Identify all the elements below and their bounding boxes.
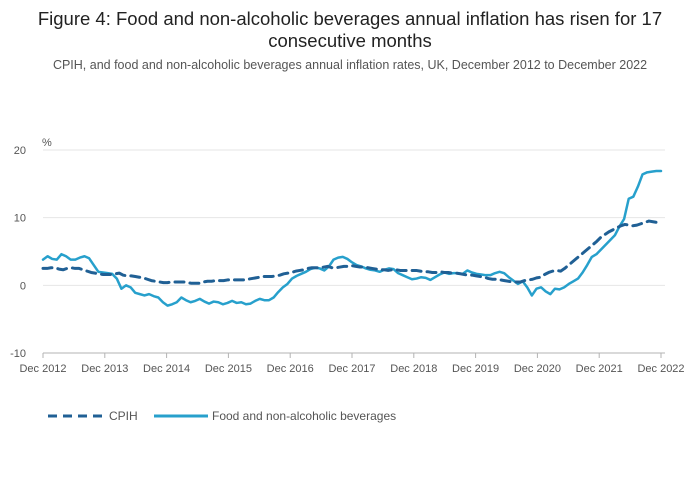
series-lines [41, 169, 663, 307]
y-tick-label: 0 [20, 280, 26, 292]
x-tick-label: Dec 2018 [390, 363, 437, 375]
x-tick-label: Dec 2019 [452, 363, 499, 375]
y-axis-unit: % [42, 137, 52, 149]
x-tick-label: Dec 2017 [328, 363, 375, 375]
y-tick-label: 20 [14, 145, 26, 157]
chart-title: Figure 4: Food and non-alcoholic beverag… [37, 8, 663, 51]
gridlines [43, 149, 665, 354]
legend-label-food: Food and non-alcoholic beverages [212, 409, 396, 423]
legend: CPIH Food and non-alcoholic beverages [48, 409, 396, 423]
series-line-food [41, 169, 663, 307]
x-tick-label: Dec 2013 [81, 363, 128, 375]
x-tick-label: Dec 2015 [205, 363, 252, 375]
legend-label-cpih: CPIH [109, 409, 138, 423]
y-tick-label: -10 [10, 348, 26, 360]
x-tick-label: Dec 2021 [576, 363, 623, 375]
y-axis: -10 0 10 20 [10, 145, 26, 360]
x-tick-label: Dec 2012 [19, 363, 66, 375]
chart-subtitle: CPIH, and food and non-alcoholic beverag… [52, 58, 648, 72]
x-tick-label: Dec 2014 [143, 363, 190, 375]
y-tick-label: 10 [14, 213, 26, 225]
x-axis: Dec 2012 Dec 2013 Dec 2014 Dec 2015 Dec 2016… [19, 353, 685, 375]
series-line-cpih [41, 219, 663, 285]
x-tick-label: Dec 2022 [637, 363, 684, 375]
x-tick-label: Dec 2020 [514, 363, 561, 375]
x-tick-label: Dec 2016 [267, 363, 314, 375]
